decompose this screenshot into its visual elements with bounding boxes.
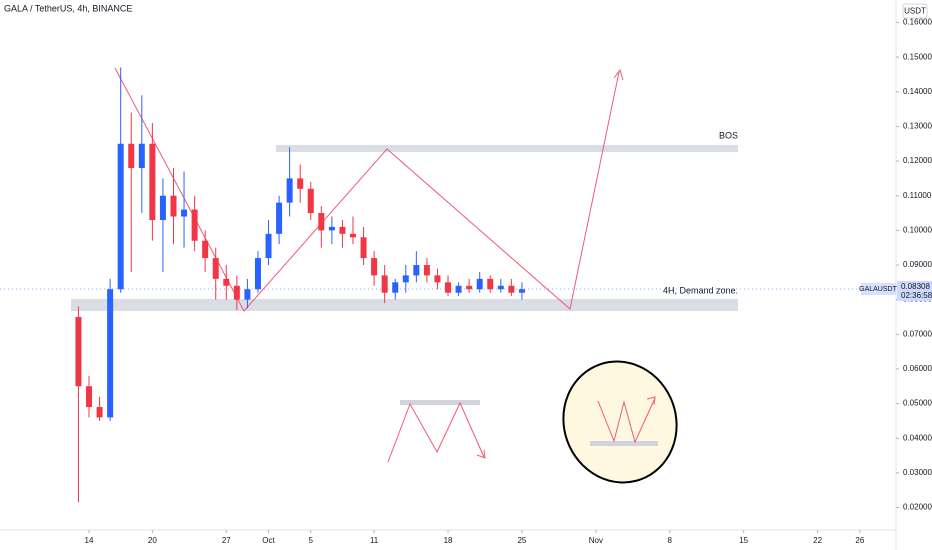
y-tick-label: 0.07000 bbox=[903, 329, 932, 338]
x-tick-label: Oct bbox=[262, 536, 275, 545]
x-tick-label: 18 bbox=[444, 536, 453, 545]
y-tick-label: 0.10000 bbox=[903, 225, 932, 234]
projection-path bbox=[114, 67, 620, 312]
annotation: 4H, Demand zone. bbox=[663, 285, 738, 295]
y-tick-label: 0.12000 bbox=[903, 156, 932, 165]
x-tick-label: 14 bbox=[85, 536, 94, 545]
y-tick-label: 0.14000 bbox=[903, 87, 932, 96]
currency-label[interactable]: USDT bbox=[904, 7, 926, 16]
currency-button[interactable] bbox=[902, 3, 928, 19]
candle-body bbox=[445, 282, 452, 293]
candle-body bbox=[149, 143, 156, 220]
countdown-label: 02:36:58 bbox=[901, 291, 932, 300]
candle-body bbox=[339, 226, 346, 234]
candle-body bbox=[371, 258, 378, 276]
y-tick-label: 0.11000 bbox=[903, 191, 932, 200]
y-tick-label: 0.09000 bbox=[903, 260, 932, 269]
candle-body bbox=[476, 278, 483, 290]
candle-body bbox=[286, 178, 293, 203]
candle-body bbox=[181, 209, 188, 217]
x-tick-label: 5 bbox=[309, 536, 314, 545]
example-zone bbox=[590, 441, 658, 446]
candle-body bbox=[518, 289, 525, 293]
candle-body bbox=[202, 240, 209, 259]
y-tick-label: 0.15000 bbox=[903, 52, 932, 61]
symbol-tag-bg bbox=[861, 282, 896, 295]
arrow-head bbox=[613, 68, 624, 81]
y-tick-label: 0.03000 bbox=[903, 468, 932, 477]
candle-body bbox=[128, 143, 135, 169]
y-tick-label: 0.06000 bbox=[903, 364, 932, 373]
candle-body bbox=[487, 278, 494, 290]
candle-body bbox=[276, 202, 283, 234]
candle-body bbox=[392, 282, 399, 293]
y-tick-label: 0.02000 bbox=[903, 503, 932, 512]
candle-body bbox=[223, 278, 230, 286]
candle-body bbox=[381, 275, 388, 293]
example-path bbox=[387, 401, 485, 463]
y-tick-label: 0.05000 bbox=[903, 399, 932, 408]
annotation: BOS bbox=[719, 130, 738, 140]
candle-body bbox=[413, 265, 420, 276]
candle-body bbox=[349, 233, 356, 238]
x-tick-label: 11 bbox=[370, 536, 379, 545]
candle-body bbox=[254, 258, 261, 290]
candle-body bbox=[360, 237, 367, 259]
last-price-label: 0.08308 bbox=[901, 282, 930, 291]
arrow-head bbox=[476, 449, 486, 459]
bos-zone bbox=[276, 145, 738, 152]
candle-body bbox=[191, 209, 198, 241]
candle-body bbox=[328, 226, 335, 231]
candle-body bbox=[455, 285, 462, 293]
candle-body bbox=[170, 195, 177, 217]
x-tick-label: 26 bbox=[855, 536, 864, 545]
candle-body bbox=[86, 386, 93, 408]
candle-body bbox=[466, 285, 473, 290]
example-path bbox=[597, 397, 656, 444]
candle-body bbox=[244, 289, 251, 300]
candle-body bbox=[318, 213, 325, 231]
y-tick-label: 0.13000 bbox=[903, 122, 932, 131]
last-price-bg bbox=[897, 280, 932, 301]
x-tick-label: Nov bbox=[589, 536, 603, 545]
candle-body bbox=[107, 289, 114, 418]
arrow-head bbox=[646, 396, 656, 406]
candle-body bbox=[159, 195, 166, 220]
drawing-lines bbox=[114, 67, 656, 463]
y-tick-label: 0.04000 bbox=[903, 433, 932, 442]
candle-body bbox=[96, 407, 103, 418]
candle-body bbox=[497, 285, 504, 290]
x-tick-label: 25 bbox=[517, 536, 526, 545]
highlight-circle bbox=[562, 360, 678, 484]
x-tick-label: 27 bbox=[222, 536, 231, 545]
symbol-tag: GALAUSDT bbox=[859, 286, 897, 293]
x-tick-label: 15 bbox=[739, 536, 748, 545]
candle-body bbox=[212, 258, 219, 279]
candle-body bbox=[75, 316, 82, 387]
candle-body bbox=[307, 188, 314, 214]
candle-body bbox=[423, 265, 430, 276]
candle-body bbox=[402, 275, 409, 283]
y-tick-label: 0.16000 bbox=[903, 18, 932, 27]
x-tick-label: 8 bbox=[668, 536, 673, 545]
candle-body bbox=[508, 285, 515, 293]
candle-body bbox=[138, 143, 145, 169]
x-tick-label: 20 bbox=[148, 536, 157, 545]
x-tick-label: 22 bbox=[813, 536, 822, 545]
example-zone bbox=[400, 400, 480, 405]
demand-zone bbox=[71, 299, 738, 311]
candle-body bbox=[265, 233, 272, 259]
chart-title: GALA / TetherUS, 4h, BINANCE bbox=[4, 3, 132, 13]
candle-body bbox=[434, 275, 441, 283]
candle-body bbox=[117, 143, 124, 290]
candle-body bbox=[297, 178, 304, 189]
candle-body bbox=[233, 285, 240, 300]
